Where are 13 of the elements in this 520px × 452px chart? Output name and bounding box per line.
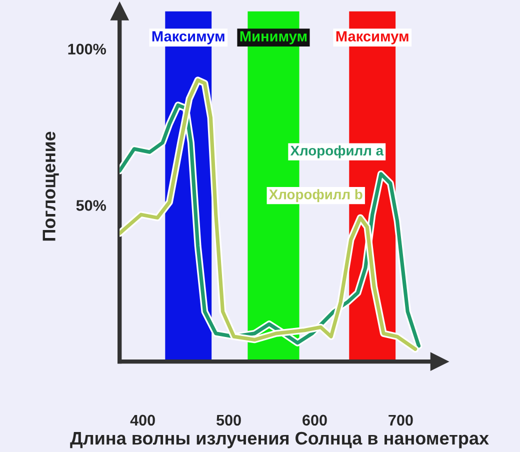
- y-tick-label: 50%: [76, 200, 106, 211]
- series-label: Хлорофилл b: [268, 189, 362, 202]
- y-tick-label: 100%: [68, 44, 106, 55]
- series-label: Хлорофилл a: [290, 145, 384, 158]
- x-tick-label: 600: [302, 414, 327, 426]
- band-label: Максимум: [336, 31, 408, 44]
- y-axis-title: Поглощение: [42, 132, 59, 241]
- x-tick-label: 700: [388, 414, 413, 426]
- x-tick-label: 500: [216, 414, 241, 426]
- x-tick-label: 400: [130, 414, 155, 426]
- band-label: Максимум: [152, 31, 224, 44]
- x-axis-title: Длина волны излучения Солнца в нанометрах: [70, 432, 489, 448]
- band-label: Минимум: [240, 31, 307, 44]
